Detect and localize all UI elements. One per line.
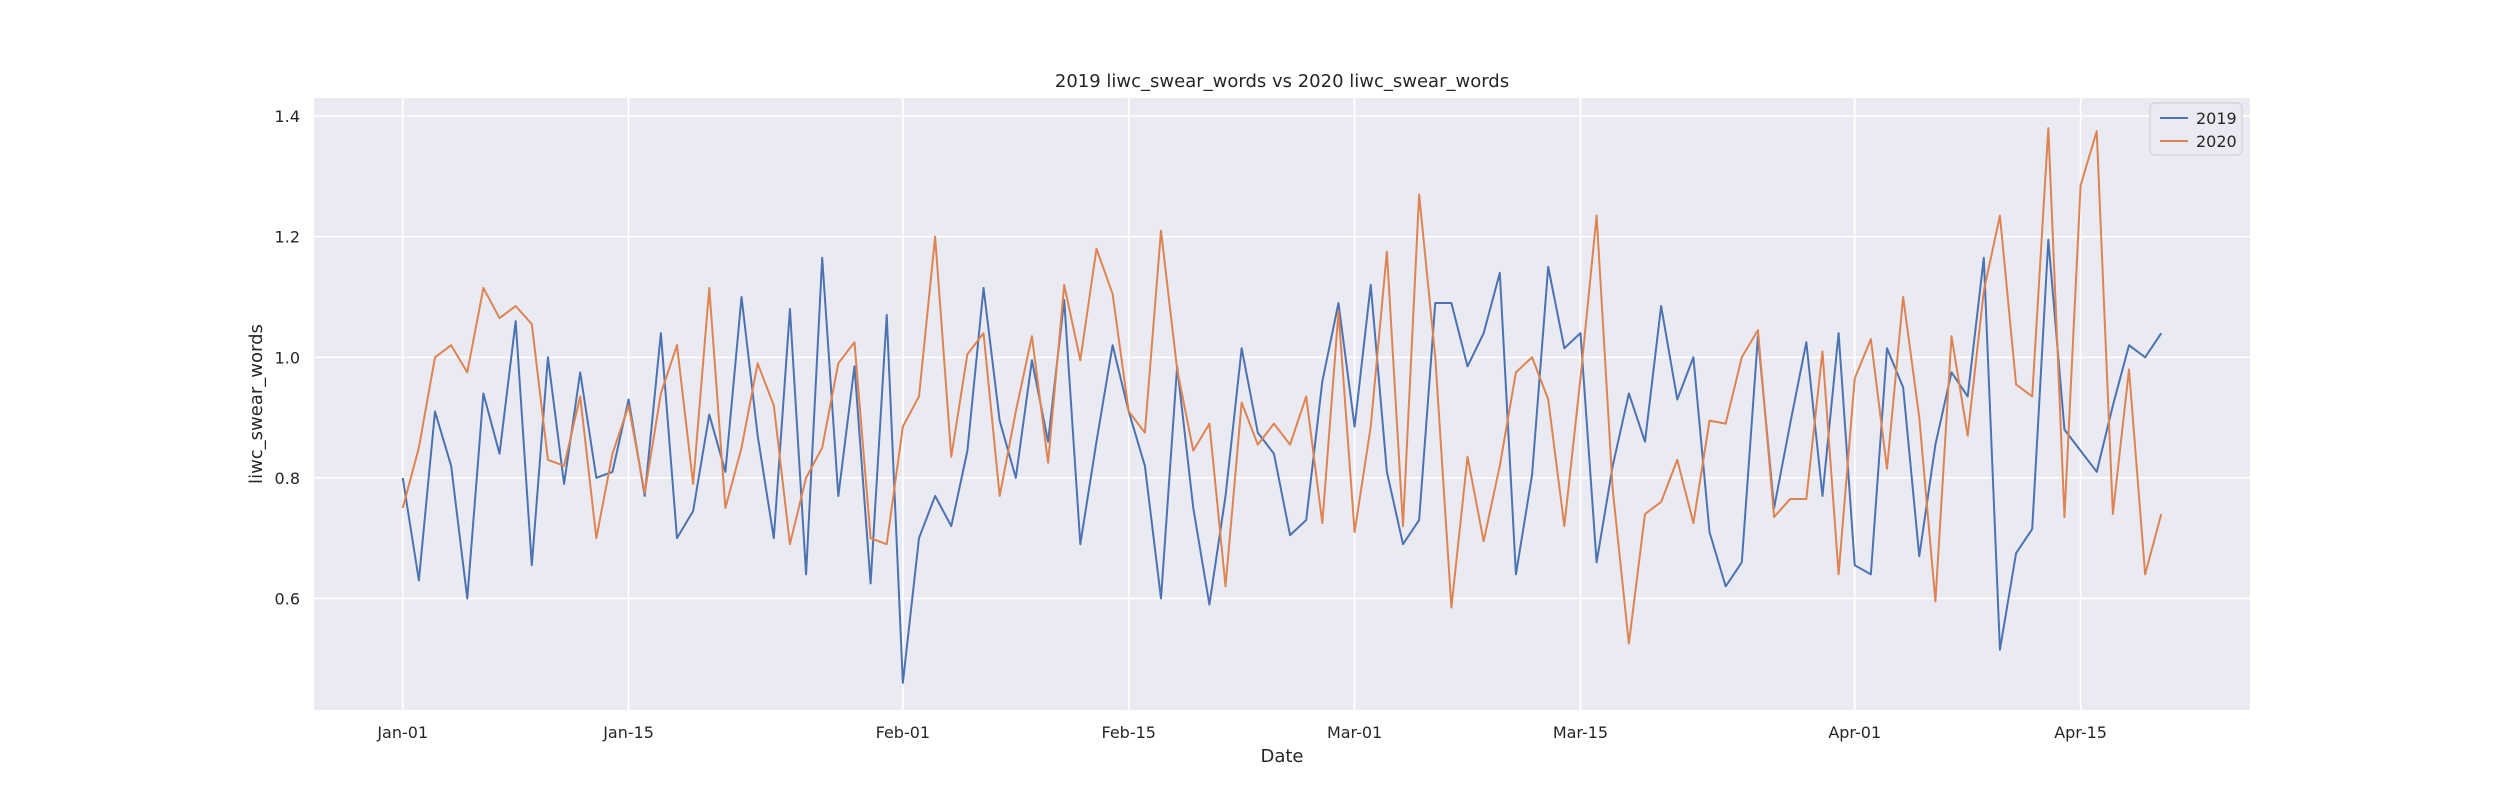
y-tick-label: 1.0 <box>275 348 300 367</box>
legend-label-2019: 2019 <box>2196 109 2237 128</box>
y-tick-label: 1.2 <box>275 228 300 247</box>
series-line-2019 <box>401 238 2163 684</box>
grid <box>314 98 2250 710</box>
legend: 2019 2020 <box>2149 102 2243 156</box>
y-tick-label: 0.8 <box>275 469 300 488</box>
y-tick-label: 1.4 <box>275 107 300 126</box>
plot-area <box>314 98 2250 710</box>
x-tick-label: Jan-01 <box>376 723 428 742</box>
x-tick-label: Feb-15 <box>1101 723 1155 742</box>
x-tick-label: Feb-01 <box>876 723 930 742</box>
x-tick-label: Jan-15 <box>602 723 654 742</box>
legend-label-2020: 2020 <box>2196 132 2237 151</box>
x-axis-ticks: Jan-01 Jan-15 Feb-01 Feb-15 Mar-01 Mar-15 Apr-… <box>376 723 2107 742</box>
y-axis-label: liwc_swear_words <box>246 324 267 484</box>
x-tick-label: Mar-01 <box>1327 723 1382 742</box>
y-axis-ticks: 0.6 0.8 1.0 1.2 1.4 <box>275 107 300 608</box>
x-tick-label: Apr-15 <box>2054 723 2107 742</box>
chart-title: 2019 liwc_swear_words vs 2020 liwc_swear… <box>1055 71 1509 92</box>
x-tick-label: Mar-15 <box>1553 723 1608 742</box>
x-tick-label: Apr-01 <box>1828 723 1881 742</box>
series-line-2020 <box>401 127 2163 645</box>
y-tick-label: 0.6 <box>275 589 300 608</box>
series-layer <box>401 127 2163 684</box>
x-axis-label: Date <box>1260 746 1303 767</box>
